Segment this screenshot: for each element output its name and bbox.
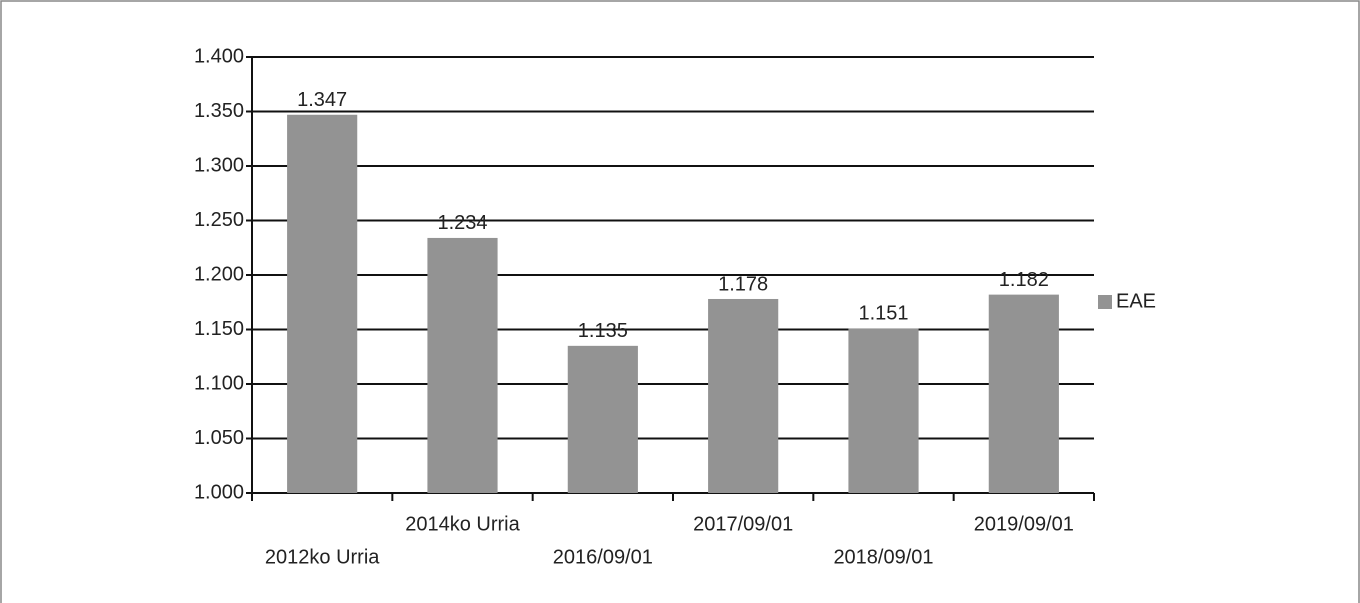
y-tick-label: 1.150 (194, 318, 244, 340)
y-tick-label: 1.300 (194, 154, 244, 176)
value-label: 1.347 (297, 89, 347, 111)
bar (708, 298, 779, 493)
y-tick-label: 1.350 (194, 100, 244, 122)
value-label: 1.151 (858, 303, 908, 325)
y-tick-label: 1.000 (194, 481, 244, 503)
y-tick-label: 1.200 (194, 263, 244, 285)
y-tick-label: 1.050 (194, 427, 244, 449)
legend-swatch (1098, 295, 1112, 309)
value-label: 1.234 (437, 212, 487, 234)
y-tick-label: 1.250 (194, 209, 244, 231)
bar (287, 114, 358, 494)
x-tick-label: 2019/09/01 (974, 513, 1074, 535)
x-tick-label: 2018/09/01 (833, 546, 933, 568)
y-tick-label: 1.100 (194, 372, 244, 394)
value-label: 1.135 (578, 320, 628, 342)
value-label: 1.178 (718, 273, 768, 295)
x-tick-label: 2017/09/01 (693, 513, 793, 535)
bar (848, 328, 919, 493)
bar (988, 294, 1059, 493)
x-tick-label: 2012ko Urria (265, 546, 380, 568)
legend-label: EAE (1116, 290, 1156, 312)
y-tick-label: 1.400 (194, 45, 244, 67)
x-tick-label: 2016/09/01 (553, 546, 653, 568)
bar (567, 345, 638, 493)
x-tick-label: 2014ko Urria (405, 513, 520, 535)
bar (427, 237, 498, 493)
value-label: 1.182 (999, 269, 1049, 291)
